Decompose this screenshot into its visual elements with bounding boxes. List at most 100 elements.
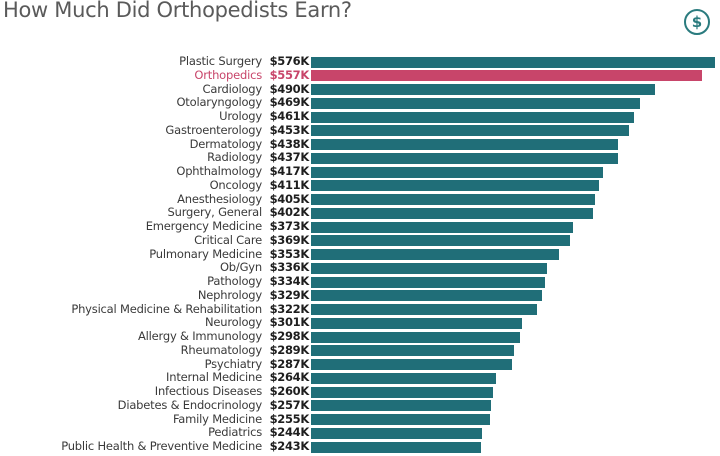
bar xyxy=(311,414,490,425)
category-label: Plastic Surgery xyxy=(179,54,262,68)
category-label: Dermatology xyxy=(189,136,263,151)
category-label: Critical Care xyxy=(194,232,262,247)
category-label: Pathology xyxy=(207,274,262,288)
bar-row: Diabetes & Endocrinology $257K xyxy=(0,397,720,413)
bar-row: Public Health & Preventive Medicine $243K xyxy=(0,439,720,454)
value-label: $402K xyxy=(269,205,310,220)
value-label: $243K xyxy=(269,439,310,453)
value-label: $576K xyxy=(269,54,310,68)
category-label: Urology xyxy=(219,109,262,123)
bar-row: Gastroenterology $453K xyxy=(0,122,720,138)
value-label: $469K xyxy=(269,95,310,110)
value-label: $301K xyxy=(269,315,310,330)
bar xyxy=(311,125,629,137)
bar xyxy=(311,84,655,95)
value-label: $453K xyxy=(269,122,310,137)
value-label: $257K xyxy=(269,397,310,412)
value-label: $369K xyxy=(269,232,310,247)
category-label: Public Health & Preventive Medicine xyxy=(61,439,262,453)
value-label: $329K xyxy=(269,287,310,302)
bar xyxy=(311,331,520,343)
value-label: $353K xyxy=(269,246,310,261)
category-label: Nephrology xyxy=(197,287,262,302)
value-label: $298K xyxy=(269,329,310,343)
value-label: $490K xyxy=(269,81,310,96)
category-label: Neurology xyxy=(204,315,262,330)
category-label: Cardiology xyxy=(202,81,263,96)
value-label: $417K xyxy=(269,164,310,178)
bar-row: Cardiology $490K xyxy=(0,81,720,97)
bar xyxy=(311,194,596,205)
bar-row: Ophthalmology $417K xyxy=(0,164,720,179)
bar xyxy=(311,56,715,68)
bar xyxy=(311,317,523,329)
value-label: $461K xyxy=(269,109,310,123)
category-label: Ophthalmology xyxy=(176,164,262,178)
value-label: $287K xyxy=(269,356,310,371)
bar xyxy=(311,70,702,82)
bar-row: Pathology $334K xyxy=(0,274,720,289)
value-label: $322K xyxy=(269,301,310,316)
bar xyxy=(311,290,542,302)
category-label: Anesthesiology xyxy=(177,191,262,206)
category-label: Orthopedics xyxy=(194,67,262,82)
bar-row: Otolaryngology $469K xyxy=(0,96,720,110)
value-label: $557K xyxy=(269,67,310,82)
value-label: $289K xyxy=(269,342,310,357)
bar xyxy=(311,386,494,398)
bar xyxy=(311,441,482,453)
bar-row: Neurology $301K xyxy=(0,316,720,330)
category-label: Oncology xyxy=(209,177,263,192)
category-label: Radiology xyxy=(207,150,262,165)
bar-row: Internal Medicine $264K xyxy=(0,371,720,385)
bar xyxy=(311,235,570,247)
bar-row: Pulmonary Medicine $353K xyxy=(0,246,720,262)
bar xyxy=(311,97,640,109)
value-label: $255K xyxy=(269,411,310,426)
bar xyxy=(311,207,593,219)
category-label: Diabetes & Endocrinology xyxy=(117,397,263,412)
bar-row: Radiology $437K xyxy=(0,151,720,165)
bar-row: Infectious Diseases $260K xyxy=(0,384,720,399)
category-label: Pediatrics xyxy=(208,425,262,440)
bar-row: Oncology $411K xyxy=(0,177,720,193)
category-label: Internal Medicine xyxy=(166,370,262,385)
bar-row: Surgery, General $402K xyxy=(0,206,720,220)
bar-row: Critical Care $369K xyxy=(0,232,720,248)
category-label: Ob/Gyn xyxy=(219,260,262,275)
category-label: Family Medicine xyxy=(172,411,262,426)
bar-row: Physical Medicine & Rehabilitation $322K xyxy=(0,301,720,317)
bar-row: Nephrology $329K xyxy=(0,287,720,303)
bar-row: Pediatrics $244K xyxy=(0,426,720,440)
bar-row: Anesthesiology $405K xyxy=(0,191,720,207)
category-label: Otolaryngology xyxy=(176,95,262,110)
category-label: Gastroenterology xyxy=(165,122,262,137)
bar-row: Allergy & Immunology $298K xyxy=(0,329,720,344)
category-label: Pulmonary Medicine xyxy=(149,246,262,261)
value-label: $264K xyxy=(269,370,310,385)
bar-row: Rheumatology $289K xyxy=(0,342,720,358)
value-label: $437K xyxy=(269,150,310,165)
value-label: $411K xyxy=(269,177,310,192)
value-label: $334K xyxy=(269,274,310,288)
bar xyxy=(311,111,635,123)
bar xyxy=(311,372,497,384)
category-label: Allergy & Immunology xyxy=(138,329,262,343)
bar xyxy=(311,221,573,233)
bar xyxy=(311,180,600,192)
bar xyxy=(311,276,546,288)
bar xyxy=(311,304,537,315)
category-label: Physical Medicine & Rehabilitation xyxy=(71,301,262,316)
chart-title: How Much Did Orthopedists Earn? xyxy=(3,0,352,22)
value-label: $373K xyxy=(269,219,310,233)
bar xyxy=(311,427,483,439)
bar xyxy=(311,262,547,274)
bar-row: Family Medicine $255K xyxy=(0,411,720,427)
bar-row: Urology $461K xyxy=(0,109,720,124)
value-label: $244K xyxy=(269,425,310,440)
category-label: Surgery, General xyxy=(167,205,263,220)
bar xyxy=(311,249,559,260)
value-label: $336K xyxy=(269,260,310,275)
bar-row: Orthopedics $557K xyxy=(0,67,720,83)
bar-row: Psychiatry $287K xyxy=(0,356,720,372)
